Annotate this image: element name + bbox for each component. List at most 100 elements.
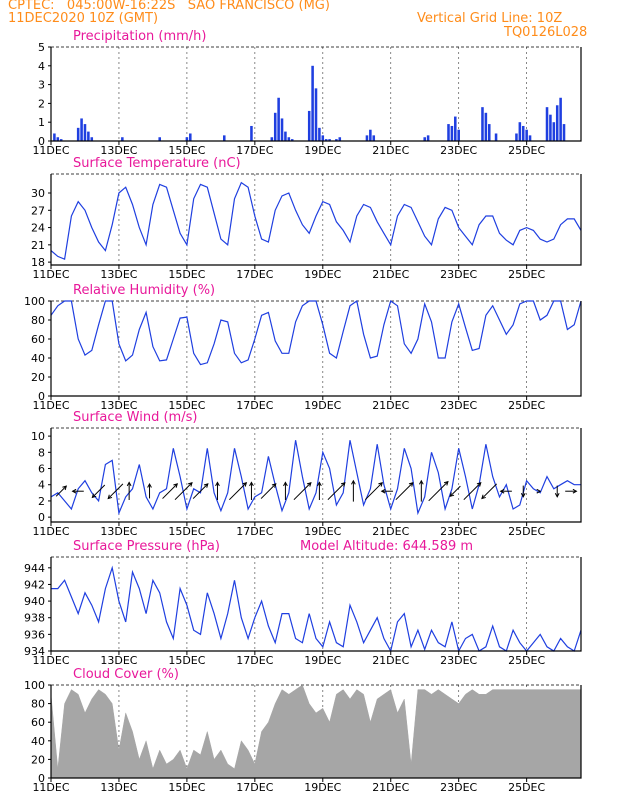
- precip-bar: [450, 125, 454, 141]
- pressure-series-line: [51, 565, 582, 653]
- rh-frame: [50, 301, 582, 397]
- rh-ytick-label: 60: [31, 333, 45, 346]
- precip-ytick-label: 3: [38, 79, 45, 92]
- wind-arrow: [283, 481, 288, 501]
- wind-arrow: [260, 483, 277, 499]
- precip-bar: [328, 139, 331, 141]
- pressure-xtick-label: 25DEC: [508, 654, 545, 667]
- temp-ytick-label: 21: [31, 239, 45, 252]
- precip-panel: Precipitation (mm/h) 0 1 2 3 4 5 11DEC 13DEC 15DE…: [32, 29, 582, 157]
- precip-ytick-label: 1: [38, 116, 45, 129]
- precip-bar: [270, 137, 274, 141]
- rh-xtick-label: 15DEC: [168, 399, 205, 412]
- wind-arrow: [229, 481, 248, 501]
- temp-xtick-label: 13DEC: [100, 268, 137, 281]
- wind-ytick-label: 4: [38, 479, 45, 492]
- wind-arrow: [317, 481, 322, 501]
- precip-bar: [555, 105, 559, 141]
- precip-bar: [318, 127, 321, 141]
- rh-ytick-label: 40: [31, 352, 45, 365]
- temp-ytick-label: 30: [31, 187, 45, 200]
- cloud-area: [50, 684, 582, 779]
- cloud-xtick-label: 19DEC: [304, 781, 341, 794]
- temp-xtick-label: 11DEC: [32, 268, 69, 281]
- precip-xtick-label: 25DEC: [508, 144, 545, 157]
- rh-ytick-label: 0: [38, 390, 45, 403]
- precip-bar: [307, 110, 311, 141]
- wind-arrow: [481, 483, 497, 500]
- header-line2: 11DEC2020 10Z (GMT): [8, 11, 159, 26]
- precip-bar: [525, 129, 528, 141]
- wind-arrow: [554, 485, 560, 498]
- precip-bar: [365, 135, 369, 141]
- wind-arrow: [536, 488, 542, 494]
- wind-arrow: [499, 488, 512, 494]
- precip-bar: [53, 133, 56, 141]
- wind-ytick-label: 2: [38, 495, 45, 508]
- wind-arrow: [126, 481, 132, 501]
- cloud-title: Cloud Cover (%): [73, 667, 179, 682]
- precip-bar: [447, 124, 450, 141]
- pressure-title: Surface Pressure (hPa): [73, 539, 220, 554]
- precip-bar: [545, 107, 549, 141]
- rh-xtick-label: 19DEC: [304, 399, 341, 412]
- pressure-xtick-label: 17DEC: [236, 654, 273, 667]
- wind-arrow: [107, 483, 124, 500]
- cloud-xtick-label: 13DEC: [100, 781, 137, 794]
- wind-arrow: [380, 488, 393, 494]
- wind-arrow: [71, 488, 84, 494]
- pressure-xtick-label: 19DEC: [304, 654, 341, 667]
- precip-bar: [250, 125, 253, 141]
- wind-series-line: [50, 440, 581, 516]
- precip-ytick-label: 0: [38, 135, 45, 148]
- precip-bar: [426, 135, 430, 141]
- pressure-ytick-label: 940: [24, 595, 45, 608]
- precip-bar: [280, 118, 284, 141]
- rh-xtick-label: 23DEC: [440, 399, 477, 412]
- wind-arrow: [428, 480, 449, 502]
- precip-ytick-label: 4: [38, 60, 45, 73]
- precip-bar: [521, 125, 525, 141]
- temp-title: Surface Temperature (nC): [73, 156, 241, 171]
- precip-bar: [158, 137, 161, 141]
- wind-arrow: [162, 483, 179, 499]
- run-id: TQ0126L028: [504, 25, 588, 40]
- wind-xtick-label: 13DEC: [100, 525, 137, 538]
- precip-xtick-label: 23DEC: [440, 144, 477, 157]
- precip-bar: [287, 137, 291, 141]
- precip-bar: [454, 116, 457, 141]
- pressure-ytick-label: 938: [24, 612, 45, 625]
- temp-xtick-label: 19DEC: [304, 268, 341, 281]
- header-line1: CPTEC: 045:00W-16:22S SAO FRANCISCO (MG): [8, 0, 330, 13]
- wind-ytick-label: 10: [31, 430, 45, 443]
- wind-arrow: [249, 481, 254, 501]
- wind-arrow: [192, 483, 209, 499]
- precip-bar: [76, 127, 80, 141]
- precip-bar: [185, 137, 189, 141]
- precip-bar: [90, 137, 94, 141]
- grid-note: Vertical Grid Line: 10Z: [417, 11, 563, 26]
- cloud-ytick-label: 100: [24, 679, 45, 692]
- wind-xtick-label: 19DEC: [304, 525, 341, 538]
- precip-bar: [518, 122, 522, 141]
- precip-bar: [372, 135, 376, 141]
- precip-bar: [335, 139, 338, 141]
- precip-bar: [423, 137, 426, 141]
- precip-bar: [457, 129, 460, 141]
- temp-xtick-label: 21DEC: [372, 268, 409, 281]
- rh-ytick-label: 80: [31, 314, 45, 327]
- precip-bar: [277, 97, 280, 141]
- wind-arrow: [364, 481, 383, 501]
- pressure-ytick-label: 942: [24, 578, 45, 591]
- wind-arrow: [449, 485, 461, 498]
- wind-xtick-label: 23DEC: [440, 525, 477, 538]
- wind-ytick-label: 8: [38, 446, 45, 459]
- precip-bar: [80, 118, 83, 141]
- wind-arrow: [395, 481, 414, 501]
- cloud-xtick-label: 17DEC: [236, 781, 273, 794]
- precip-frame: [50, 47, 582, 142]
- temp-xtick-label: 25DEC: [508, 268, 545, 281]
- pressure-panel: Surface Pressure (hPa) Model Altitude: 64…: [24, 539, 582, 667]
- precip-xtick-label: 19DEC: [304, 144, 341, 157]
- pressure-xtick-label: 21DEC: [372, 654, 409, 667]
